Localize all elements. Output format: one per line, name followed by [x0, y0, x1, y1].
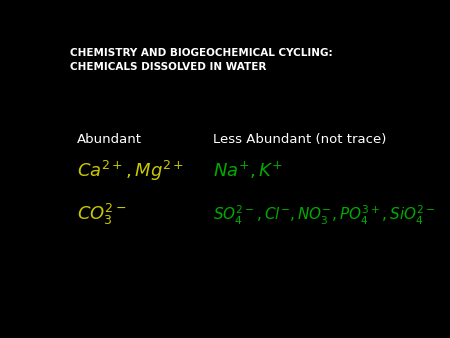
Text: $\mathit{Na}^{+}\mathit{, K}^{+}$: $\mathit{Na}^{+}\mathit{, K}^{+}$ — [213, 160, 283, 182]
Text: $\mathit{CO}_{3}^{2-}$: $\mathit{CO}_{3}^{2-}$ — [77, 202, 127, 227]
Text: $\mathit{Ca}^{2+}\mathit{, Mg}^{2+}$: $\mathit{Ca}^{2+}\mathit{, Mg}^{2+}$ — [77, 159, 184, 183]
Text: Abundant: Abundant — [77, 133, 142, 146]
Text: $\mathit{SO}_{4}^{2-}\mathit{, Cl}^{-}\mathit{, NO}_{3}^{-}\mathit{, PO}_{4}^{3+: $\mathit{SO}_{4}^{2-}\mathit{, Cl}^{-}\m… — [213, 203, 436, 226]
Text: CHEMISTRY AND BIOGEOCHEMICAL CYCLING:
CHEMICALS DISSOLVED IN WATER: CHEMISTRY AND BIOGEOCHEMICAL CYCLING: CH… — [70, 48, 333, 72]
Text: Less Abundant (not trace): Less Abundant (not trace) — [213, 133, 387, 146]
